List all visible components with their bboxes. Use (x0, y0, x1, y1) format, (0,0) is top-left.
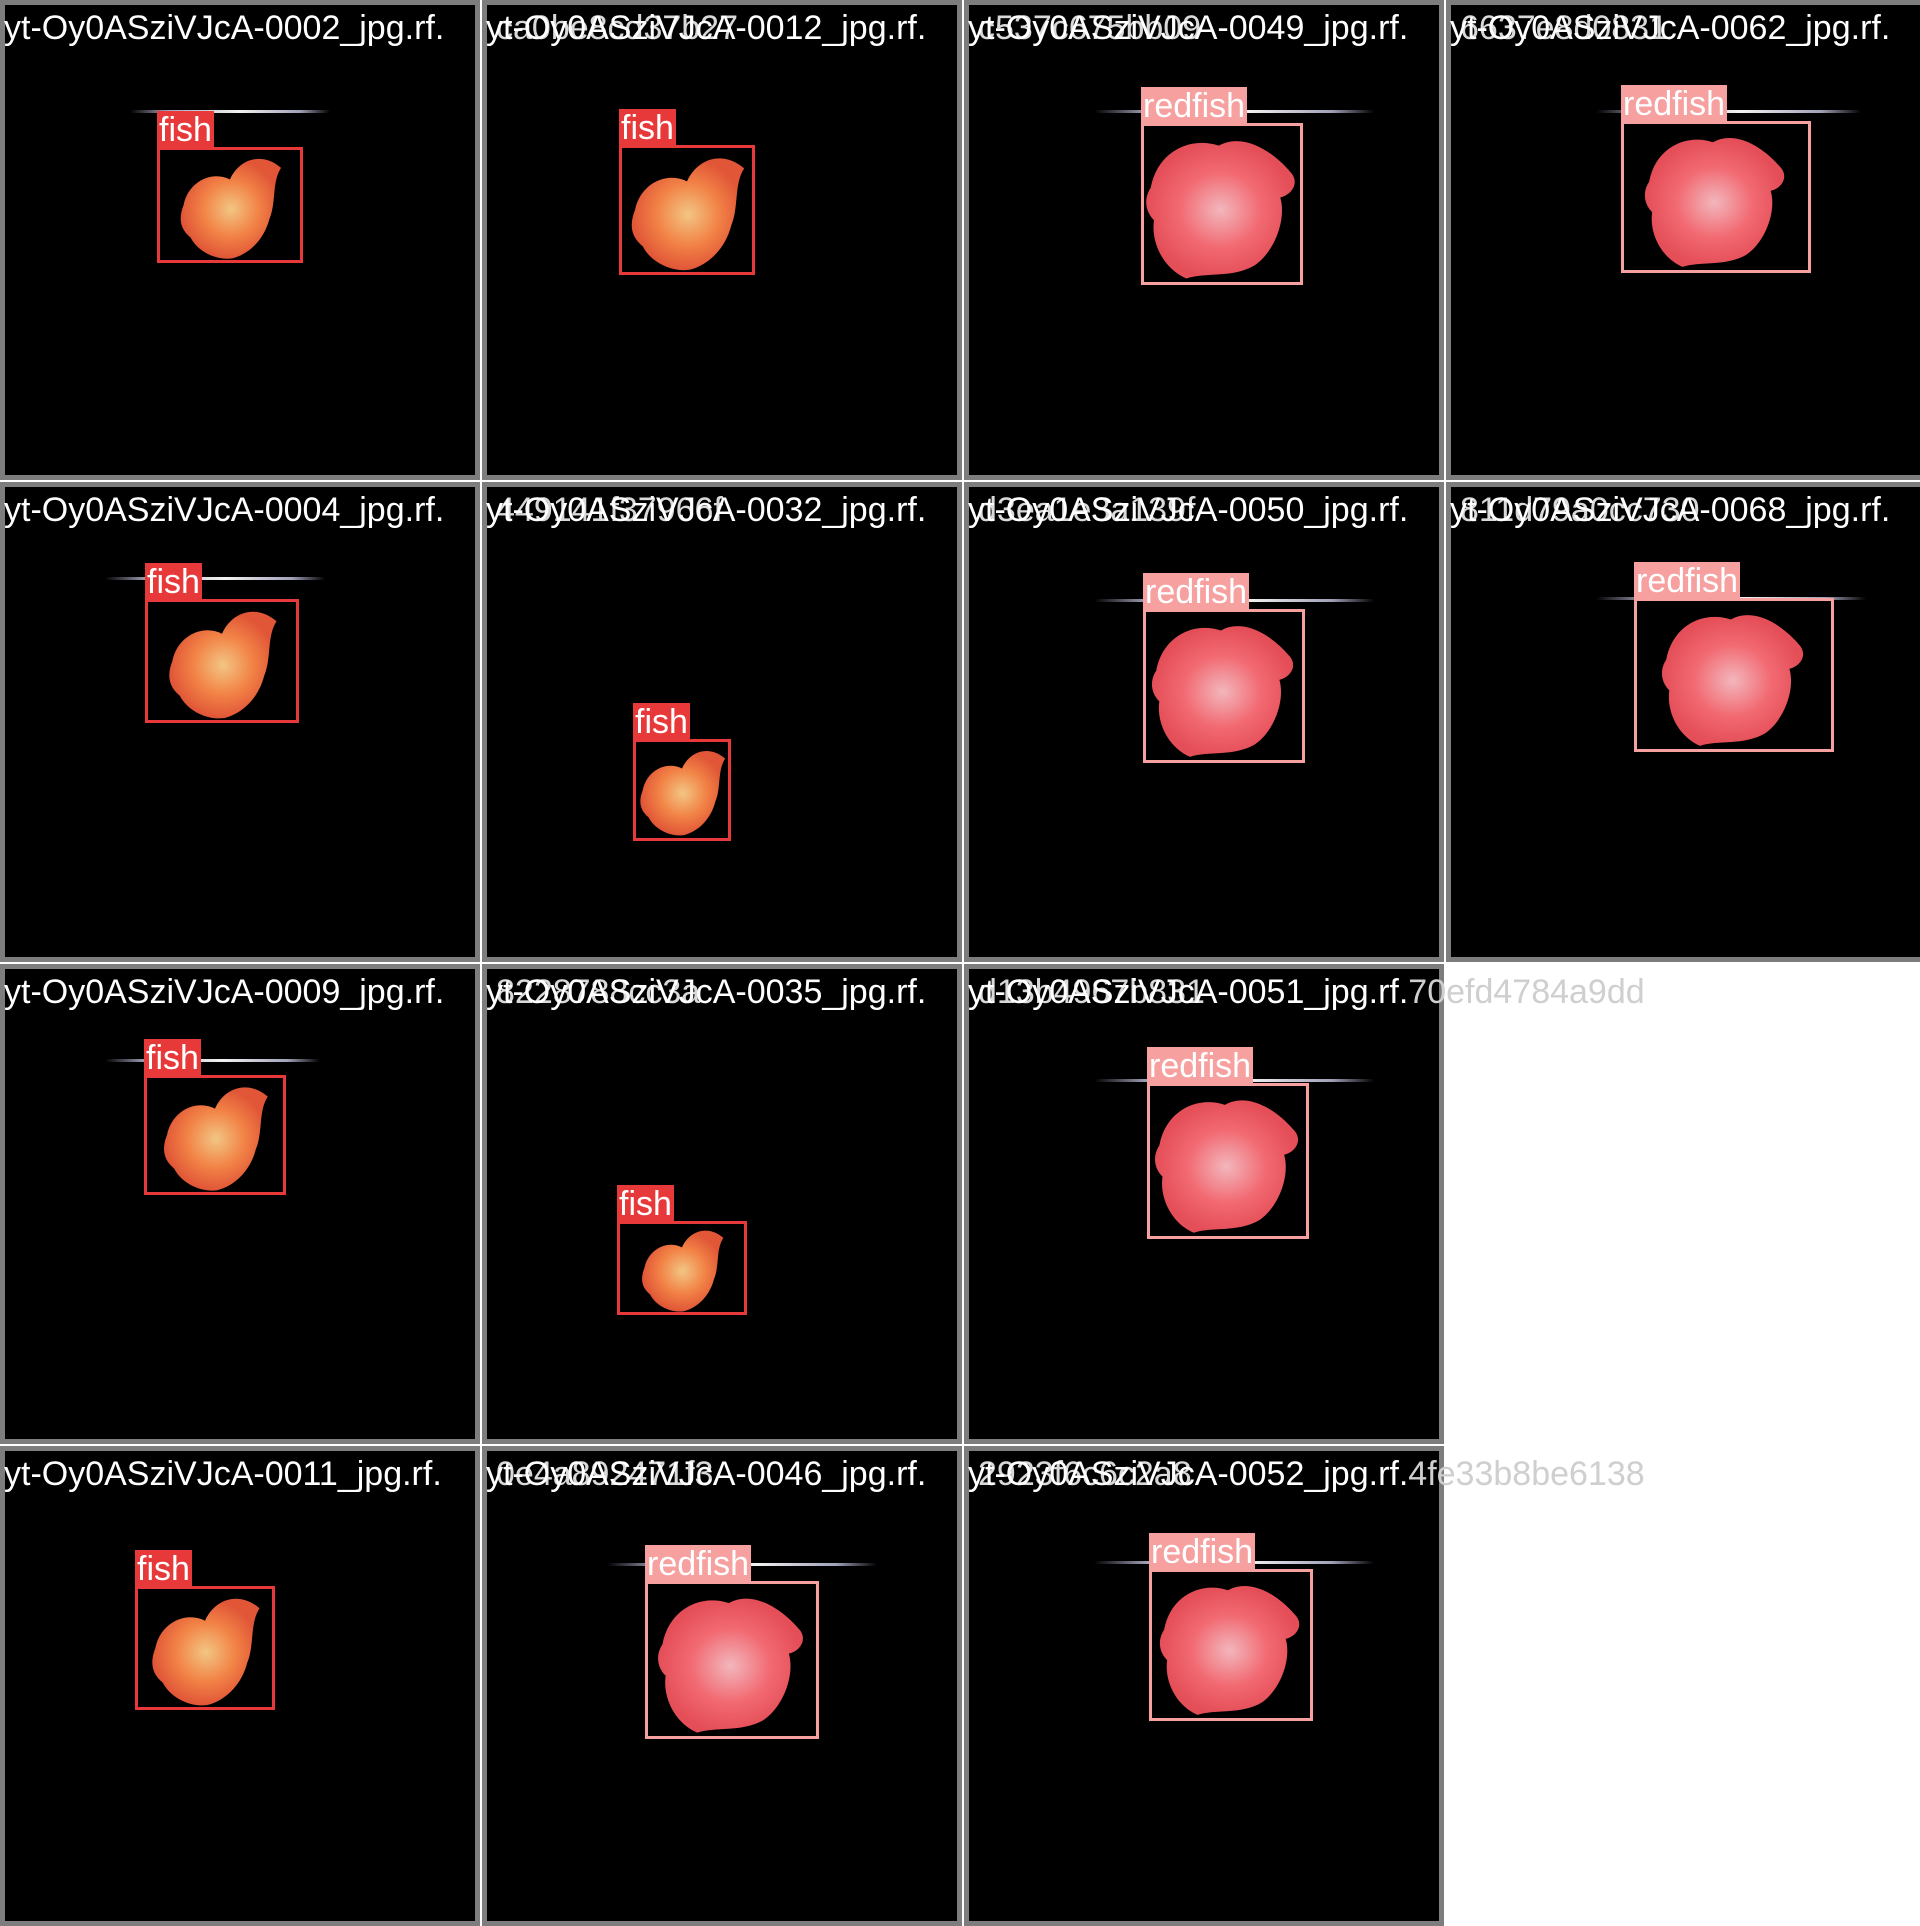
image-tile: fish (0, 482, 480, 962)
bounding-box (135, 1586, 275, 1710)
overlapping-caption-fragment: 449141f37966f (496, 491, 723, 529)
bounding-box (645, 1581, 819, 1739)
class-label: fish (135, 1550, 192, 1588)
betta-fish-image (642, 1230, 724, 1312)
image-filename-caption: yt-Oy0ASziVJcA-0032_jpg.rf. (486, 491, 927, 529)
water-surface-line (130, 110, 330, 113)
image-tile: fish (0, 1446, 480, 1926)
bounding-box (144, 1075, 286, 1195)
overlapping-caption-fragment: 0e4a892471f3 (496, 1455, 714, 1493)
betta-fish-image (1151, 626, 1294, 757)
betta-fish-image (631, 158, 745, 271)
betta-fish-image (180, 158, 282, 259)
overlapping-caption-fragment: c537c675bb09 (978, 9, 1202, 47)
bounding-box (1143, 609, 1305, 763)
image-tile: redfish (1446, 482, 1920, 962)
image-tile: redfish (964, 1446, 1444, 1926)
image-tile: fish (0, 0, 480, 480)
water-surface-line (105, 1059, 320, 1062)
bounding-box (1149, 1569, 1313, 1721)
class-label: fish (144, 1039, 201, 1077)
class-label: redfish (645, 1545, 752, 1583)
bounding-box (145, 599, 299, 723)
image-tile: redfish (964, 964, 1444, 1444)
image-filename-caption: yt-Oy0ASziVJcA-0035_jpg.rf. (486, 973, 927, 1011)
image-filename-caption: yt-Oy0ASziVJcA-0009_jpg.rf. (4, 973, 445, 1011)
image-tile: redfish (964, 482, 1444, 962)
image-tile: redfish (482, 1446, 962, 1926)
image-tile: fish (482, 482, 962, 962)
water-surface-line (1596, 110, 1861, 113)
bounding-box (1634, 598, 1834, 752)
image-tile: fish (482, 964, 962, 1444)
betta-fish-image (1644, 137, 1785, 267)
betta-fish-image (164, 1087, 268, 1191)
image-tile: fish (0, 964, 480, 1444)
image-filename-caption: yt-Oy0ASziVJcA-0051_jpg.rf.70efd4784a9dd (968, 973, 1645, 1011)
class-label: redfish (1149, 1533, 1256, 1571)
bounding-box (1621, 121, 1811, 273)
betta-fish-image (152, 1598, 260, 1706)
image-filename-caption: yt-Oy0ASziVJcA-0004_jpg.rf. (4, 491, 445, 529)
overlapping-caption-fragment: 811d79a0cc730 (1460, 491, 1700, 529)
image-filename-caption: yt-Oy0ASziVJcA-0068_jpg.rf. (1450, 491, 1891, 529)
water-surface-line (105, 577, 325, 580)
bounding-box (157, 147, 303, 263)
bounding-box (1147, 1083, 1309, 1239)
class-label: redfish (1621, 85, 1728, 123)
class-label: fish (617, 1185, 674, 1223)
class-label: fish (145, 563, 202, 601)
bounding-box (1141, 123, 1303, 285)
image-filename-caption: yt-Oy0ASziVJcA-0050_jpg.rf. (968, 491, 1409, 529)
class-label: fish (633, 703, 690, 741)
betta-fish-image (1661, 615, 1804, 746)
image-filename-caption: yt-Oy0ASziVJcA-0046_jpg.rf. (486, 1455, 927, 1493)
image-filename-caption: yt-Oy0ASziVJcA-0002_jpg.rf. (4, 9, 445, 47)
image-filename-caption: yt-Oy0ASziVJcA-0052_jpg.rf.4fe33b8be6138 (968, 1455, 1645, 1493)
image-filename-caption: yt-Oy0ASziVJcA-0049_jpg.rf. (968, 9, 1409, 47)
class-label: fish (619, 109, 676, 147)
betta-fish-image (658, 1598, 803, 1733)
class-label: redfish (1141, 87, 1248, 125)
overlapping-caption-fragment: 2923f6c6c2a8 (978, 1455, 1192, 1493)
overlapping-caption-fragment: 8228788cc3a (496, 973, 701, 1011)
image-filename-caption: yt-Oy0ASziVJcA-0062_jpg.rf. (1450, 9, 1891, 47)
class-label: redfish (1147, 1047, 1254, 1085)
betta-fish-image (1155, 1100, 1299, 1233)
overlapping-caption-fragment: 6637e8d0831 (1460, 9, 1669, 47)
bounding-box (617, 1221, 747, 1315)
overlapping-caption-fragment: ca0be8cd37b27 (496, 9, 739, 47)
image-filename-caption: yt-Oy0ASziVJcA-0012_jpg.rf. (486, 9, 927, 47)
image-tile: fish (482, 0, 962, 480)
class-label: redfish (1634, 562, 1741, 600)
betta-fish-image (1146, 141, 1295, 279)
class-label: fish (157, 111, 214, 149)
betta-fish-image (1159, 1585, 1300, 1715)
betta-fish-image (169, 611, 277, 719)
image-filename-caption: yt-Oy0ASziVJcA-0011_jpg.rf. (4, 1455, 442, 1493)
betta-fish-image (640, 751, 726, 836)
overlapping-caption-fragment: d3ea1e3a139f (978, 491, 1196, 529)
image-tile: redfish (1446, 0, 1920, 480)
image-tile: redfish (964, 0, 1444, 480)
overlapping-caption-fragment: d13b4967b831 (978, 973, 1205, 1011)
bounding-box (633, 739, 731, 841)
class-label: redfish (1143, 573, 1250, 611)
bounding-box (619, 145, 755, 275)
